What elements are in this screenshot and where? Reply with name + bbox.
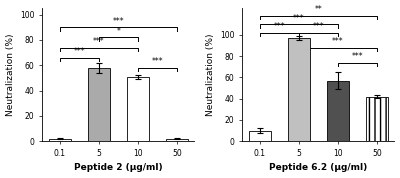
X-axis label: Peptide 6.2 (μg/ml): Peptide 6.2 (μg/ml) xyxy=(269,163,368,172)
Bar xyxy=(88,68,110,141)
Text: ***: *** xyxy=(352,52,363,61)
Y-axis label: Neutralization (%): Neutralization (%) xyxy=(6,33,14,116)
Text: ***: *** xyxy=(332,37,344,46)
Text: ***: *** xyxy=(74,47,85,56)
Text: ***: *** xyxy=(312,22,324,31)
Y-axis label: Neutralization (%): Neutralization (%) xyxy=(206,33,214,116)
Bar xyxy=(327,81,348,141)
Text: ***: *** xyxy=(152,57,163,66)
Text: ***: *** xyxy=(274,22,285,31)
Bar xyxy=(166,139,188,141)
Text: ***: *** xyxy=(293,14,305,23)
Bar xyxy=(366,96,388,141)
Bar xyxy=(288,38,310,141)
Bar xyxy=(127,77,148,141)
Bar xyxy=(49,139,71,141)
Text: ***: *** xyxy=(112,17,124,26)
X-axis label: Peptide 2 (μg/ml): Peptide 2 (μg/ml) xyxy=(74,163,163,172)
Text: ***: *** xyxy=(93,37,105,46)
Text: **: ** xyxy=(314,5,322,14)
Text: *: * xyxy=(116,27,120,36)
Bar xyxy=(249,131,271,141)
